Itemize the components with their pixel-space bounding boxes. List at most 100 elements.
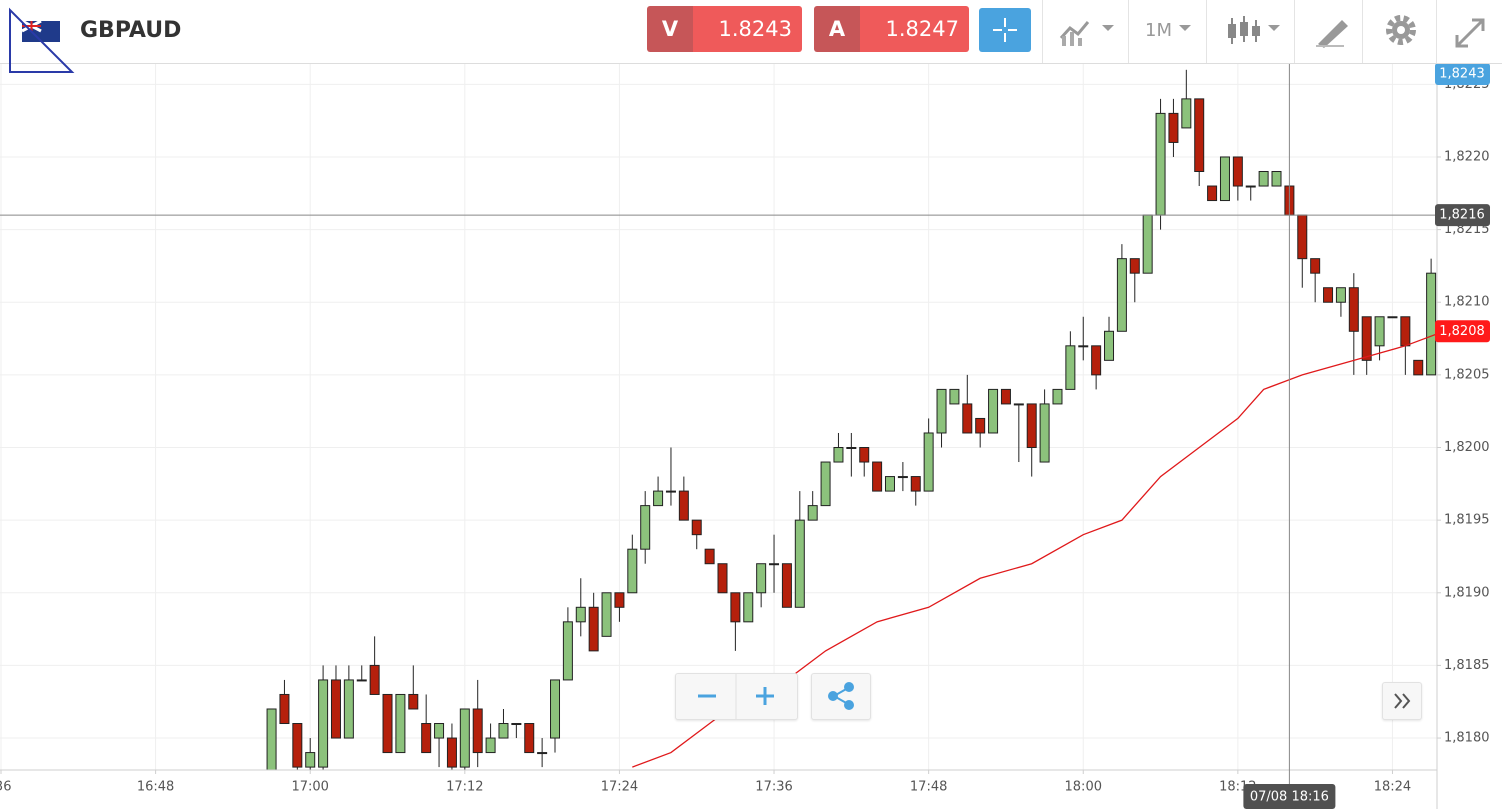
crosshair-price: 1,8216 xyxy=(1439,208,1485,223)
price-label: 1,8243 xyxy=(1439,67,1485,82)
y-tick-label: 1,8195 xyxy=(1444,513,1490,528)
candle-body xyxy=(1013,403,1024,406)
candle-body xyxy=(318,679,329,768)
candle-body xyxy=(279,693,290,725)
candle-body xyxy=(472,708,483,754)
crosshair-time: 07/08 18:16 xyxy=(1250,790,1329,805)
candle-body xyxy=(653,490,664,507)
crosshair-time-box xyxy=(1243,784,1336,809)
candle-body xyxy=(356,679,367,682)
candle-body xyxy=(1142,214,1153,274)
candle-body xyxy=(1129,258,1140,274)
x-tick-label: 17:00 xyxy=(291,780,328,795)
candle-body xyxy=(975,417,986,434)
candle-body xyxy=(266,708,277,770)
candle-body xyxy=(820,461,831,507)
candle-body xyxy=(897,476,908,479)
candle-body xyxy=(498,723,509,739)
candle-body xyxy=(704,548,715,565)
candle-body xyxy=(485,737,496,754)
candle-body xyxy=(330,679,341,739)
candle-body xyxy=(511,723,522,726)
y-tick-label: 1,8210 xyxy=(1444,295,1490,310)
candle-body xyxy=(537,752,548,755)
candle-body xyxy=(962,403,973,434)
candle-body xyxy=(665,490,676,493)
candle-body xyxy=(988,388,999,434)
y-tick-label: 1,8205 xyxy=(1444,367,1490,382)
candle-body xyxy=(1065,345,1076,390)
buy-button[interactable]: A 1.8247 xyxy=(814,6,969,52)
scroll-right-button[interactable] xyxy=(1382,682,1422,720)
sell-button[interactable]: V 1.8243 xyxy=(647,6,802,52)
candle-body xyxy=(1361,316,1372,361)
candle-body xyxy=(562,621,573,681)
candle-body xyxy=(923,432,934,492)
x-tick-label: :36 xyxy=(0,780,11,795)
candle-body xyxy=(1116,258,1127,332)
candle-body xyxy=(1104,330,1115,361)
candle-body xyxy=(627,548,638,594)
candle-body xyxy=(575,606,586,623)
symbol-flag xyxy=(9,7,75,73)
candle-body xyxy=(769,563,780,566)
candle-body xyxy=(640,505,651,550)
x-tick-label: 17:36 xyxy=(755,780,792,795)
toolbar: GBPAUD V 1.8243 A 1.8247 1M xyxy=(0,0,1502,73)
candle-body xyxy=(1026,403,1037,449)
x-tick-label: 18:24 xyxy=(1374,780,1411,795)
timeframe[interactable]: 1M xyxy=(1145,20,1172,41)
candle-body xyxy=(730,592,741,623)
candle-body xyxy=(859,447,870,463)
candle-body xyxy=(1052,388,1063,405)
candle-body xyxy=(794,519,805,608)
candle-body xyxy=(421,723,432,754)
candle-type-button[interactable] xyxy=(1224,8,1284,52)
candle-body xyxy=(910,476,921,492)
y-tick-label: 1,8220 xyxy=(1444,149,1490,164)
candle-body xyxy=(292,723,303,768)
zoom-in[interactable] xyxy=(756,687,774,705)
grid xyxy=(0,64,1437,770)
crosshair-button[interactable] xyxy=(979,8,1031,52)
draw-button[interactable] xyxy=(1314,8,1350,52)
candle-body xyxy=(1181,98,1192,129)
candle-body xyxy=(1078,345,1089,348)
settings-button[interactable] xyxy=(1383,8,1419,52)
candle-body xyxy=(846,447,857,450)
candle-body xyxy=(382,693,393,754)
candle-body xyxy=(781,563,792,608)
candle-body xyxy=(434,723,445,739)
buy-price: 1.8247 xyxy=(860,6,969,52)
price-label-box xyxy=(1435,320,1490,343)
candle-body xyxy=(756,563,767,594)
candle-body xyxy=(1297,214,1308,260)
candle-body xyxy=(524,723,535,754)
candle-body xyxy=(1400,316,1411,347)
candle-body xyxy=(1310,258,1321,274)
x-tick-label: 18:00 xyxy=(1065,780,1102,795)
candle-body xyxy=(936,388,947,434)
candle-body xyxy=(601,592,612,637)
share-button[interactable] xyxy=(811,673,871,720)
candle-body xyxy=(588,606,599,652)
candle-body xyxy=(1207,185,1218,202)
scroll-icon xyxy=(1394,693,1411,709)
candle-body xyxy=(1194,98,1205,172)
candle-body xyxy=(1348,287,1359,332)
plot-area xyxy=(266,69,1437,770)
x-tick-label: 16:48 xyxy=(137,780,174,795)
price-label-box xyxy=(1435,63,1490,85)
candle-body xyxy=(691,519,702,536)
chart-type-button[interactable] xyxy=(1058,8,1118,52)
share-icon xyxy=(828,682,854,710)
candle-body xyxy=(1323,287,1334,303)
candle-body xyxy=(550,679,561,739)
fullscreen-button[interactable] xyxy=(1452,8,1488,52)
x-tick-label: 17:12 xyxy=(446,780,483,795)
candle-body xyxy=(305,752,316,768)
y-tick-label: 1,8190 xyxy=(1444,585,1490,600)
y-tick-label: 1,8185 xyxy=(1444,658,1490,673)
candle-body xyxy=(408,693,419,710)
candle-body xyxy=(343,679,354,739)
